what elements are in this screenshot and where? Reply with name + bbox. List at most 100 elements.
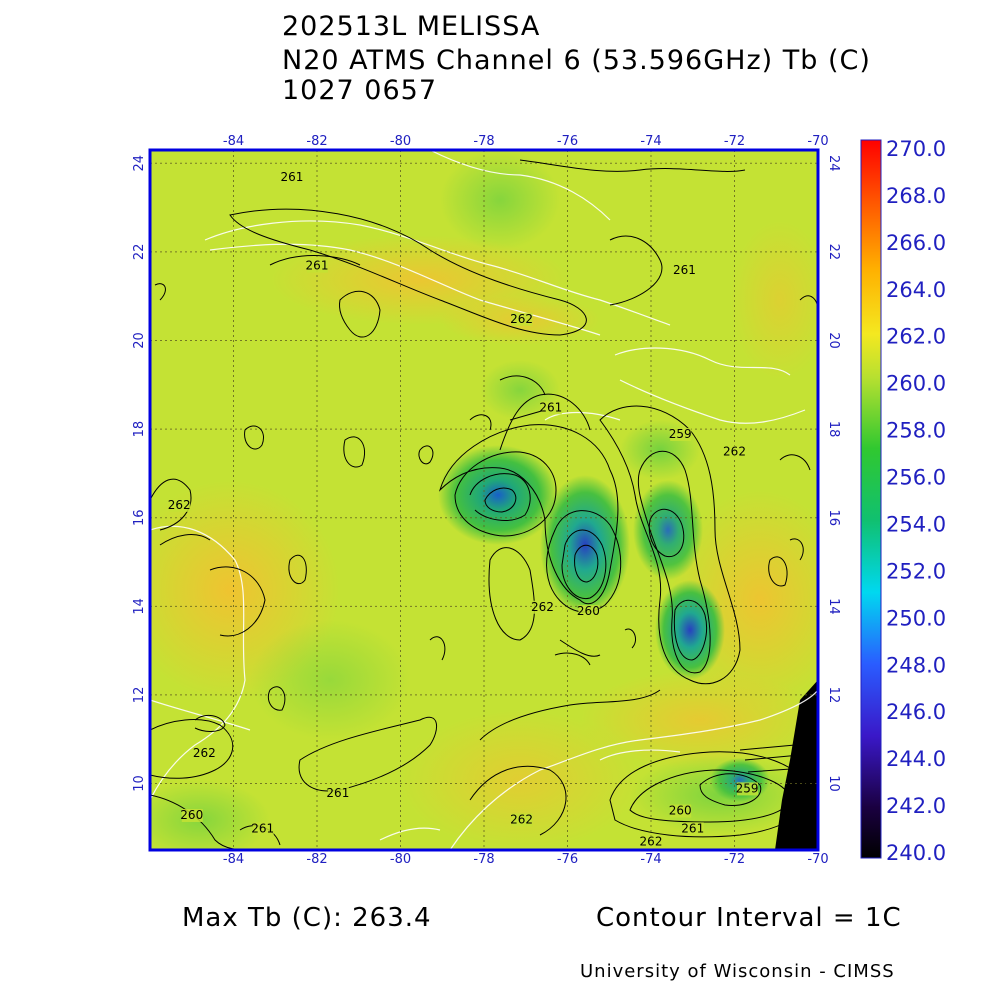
lat-tick-right: 24 bbox=[826, 155, 841, 172]
contour-label: 260 bbox=[180, 808, 203, 822]
contour-label: 260 bbox=[669, 804, 692, 818]
lon-tick-top: -76 bbox=[557, 134, 578, 149]
lat-labels-left: 24 22 20 18 16 14 12 10 bbox=[132, 155, 147, 792]
colorbar-tick-label: 268.0 bbox=[886, 184, 946, 208]
instrument-title: N20 ATMS Channel 6 (53.596GHz) Tb (C) bbox=[282, 45, 871, 76]
lat-tick-right: 20 bbox=[826, 332, 841, 349]
contour-label: 262 bbox=[531, 600, 554, 614]
colorbar-tick-label: 262.0 bbox=[886, 325, 946, 349]
contour-label-bg bbox=[307, 259, 328, 273]
contour-label-bg bbox=[252, 822, 274, 836]
lat-tick-left: 24 bbox=[132, 155, 147, 172]
contour-label: 262 bbox=[168, 498, 191, 512]
colorbar-tick-label: 256.0 bbox=[886, 466, 946, 490]
contour-label: 261 bbox=[280, 170, 303, 184]
lat-tick-left: 18 bbox=[132, 421, 147, 438]
lat-tick-right: 22 bbox=[826, 244, 841, 261]
colorbar-tick-label: 254.0 bbox=[886, 512, 946, 536]
contour-label-bg bbox=[670, 804, 692, 818]
lat-tick-right: 10 bbox=[826, 775, 841, 792]
lat-labels-right: 24 22 20 18 16 14 12 10 bbox=[826, 155, 841, 792]
lon-tick-top: -78 bbox=[473, 134, 494, 149]
contour-label: 262 bbox=[640, 835, 663, 849]
max-tb-label: Max Tb (C): 263.4 bbox=[182, 903, 432, 933]
contour-label-bg bbox=[724, 445, 746, 459]
colorbar-labels: 270.0 268.0 266.0 264.0 262.0 260.0 258.0 256.0… bbox=[886, 137, 946, 865]
lon-tick-bottom: -74 bbox=[640, 852, 661, 867]
colorbar-tick-label: 264.0 bbox=[886, 278, 946, 302]
colorbar-tick-label: 258.0 bbox=[886, 419, 946, 443]
contour-label: 261 bbox=[681, 821, 704, 835]
contour-label-bg bbox=[540, 401, 562, 415]
colorbar-tick-label: 248.0 bbox=[886, 653, 946, 677]
colorbar-tick-label: 244.0 bbox=[886, 747, 946, 771]
contour-labels: 261 261 262 261 261 262 262 259 262 260 262 261 260 2… bbox=[168, 170, 759, 849]
contour-label-bg bbox=[511, 312, 533, 326]
lat-tick-left: 10 bbox=[132, 775, 147, 792]
contour-label-bg bbox=[194, 746, 216, 760]
lon-tick-top: -84 bbox=[223, 134, 244, 149]
lat-tick-left: 12 bbox=[132, 687, 147, 704]
contour-label: 262 bbox=[510, 312, 533, 326]
contour-label-bg bbox=[327, 786, 349, 800]
storm-title: 202513L MELISSA bbox=[282, 11, 541, 42]
contour-label: 261 bbox=[326, 786, 349, 800]
colorbar-tick-label: 260.0 bbox=[886, 372, 946, 396]
contour-label: 260 bbox=[577, 604, 600, 618]
map-frame bbox=[148, 148, 820, 852]
contour-label-bg bbox=[641, 835, 662, 849]
contour-label-bg bbox=[670, 427, 692, 441]
contour-label-bg bbox=[169, 498, 191, 512]
lon-tick-top: -80 bbox=[390, 134, 411, 149]
colorbar-tick-label: 246.0 bbox=[886, 700, 946, 724]
tb-map: 261 261 262 261 261 262 262 259 262 260 262 261 260 2… bbox=[132, 134, 946, 867]
lon-tick-bottom: -72 bbox=[724, 852, 745, 867]
lon-tick-top: -70 bbox=[807, 134, 828, 149]
colorbar-tick-label: 270.0 bbox=[886, 137, 946, 161]
lon-tick-bottom: -70 bbox=[807, 852, 828, 867]
colorbar-tick-label: 252.0 bbox=[886, 559, 946, 583]
lon-tick-top: -82 bbox=[306, 134, 327, 149]
lat-tick-right: 14 bbox=[826, 598, 841, 615]
contour-label-bg bbox=[281, 171, 303, 185]
lat-tick-left: 16 bbox=[132, 509, 147, 526]
lon-tick-bottom: -82 bbox=[306, 852, 327, 867]
contour-label: 259 bbox=[736, 781, 759, 795]
contour-label-bg bbox=[737, 782, 759, 796]
colorbar-tick-label: 242.0 bbox=[886, 794, 946, 818]
lon-tick-bottom: -78 bbox=[473, 852, 494, 867]
contour-label: 262 bbox=[510, 812, 533, 826]
lat-tick-right: 18 bbox=[826, 421, 841, 438]
lon-labels-top: -84 -82 -80 -78 -76 -74 -72 -70 bbox=[223, 134, 829, 149]
lat-tick-left: 20 bbox=[132, 332, 147, 349]
coastlines bbox=[150, 150, 818, 850]
lon-tick-top: -74 bbox=[640, 134, 661, 149]
lat-tick-left: 22 bbox=[132, 244, 147, 261]
lon-tick-top: -72 bbox=[724, 134, 745, 149]
contour-label-bg bbox=[578, 605, 600, 619]
contour-label-bg bbox=[674, 264, 696, 278]
contour-label: 262 bbox=[193, 746, 216, 760]
lon-tick-bottom: -76 bbox=[557, 852, 578, 867]
colorbar bbox=[860, 139, 882, 859]
colorbar-tick-label: 266.0 bbox=[886, 231, 946, 255]
lon-tick-bottom: -84 bbox=[223, 852, 244, 867]
lat-tick-left: 14 bbox=[132, 598, 147, 615]
lon-tick-bottom: -80 bbox=[390, 852, 411, 867]
credit-label: University of Wisconsin - CIMSS bbox=[580, 961, 895, 982]
contour-label-bg bbox=[511, 813, 533, 827]
lon-labels-bottom: -84 -82 -80 -78 -76 -74 -72 -70 bbox=[223, 852, 829, 867]
contour-label-bg bbox=[682, 822, 704, 836]
lat-tick-right: 12 bbox=[826, 687, 841, 704]
datetime-title: 1027 0657 bbox=[282, 75, 438, 106]
contours bbox=[150, 159, 818, 850]
contour-label: 261 bbox=[539, 400, 562, 414]
contour-interval-label: Contour Interval = 1C bbox=[596, 903, 902, 933]
lat-tick-right: 16 bbox=[826, 509, 841, 526]
colorbar-tick-label: 240.0 bbox=[886, 841, 946, 865]
contour-label: 261 bbox=[251, 821, 274, 835]
contour-label: 261 bbox=[306, 259, 329, 273]
colorbar-tick-label: 250.0 bbox=[886, 606, 946, 630]
contour-label: 259 bbox=[669, 427, 692, 441]
contour-label: 262 bbox=[723, 445, 746, 459]
